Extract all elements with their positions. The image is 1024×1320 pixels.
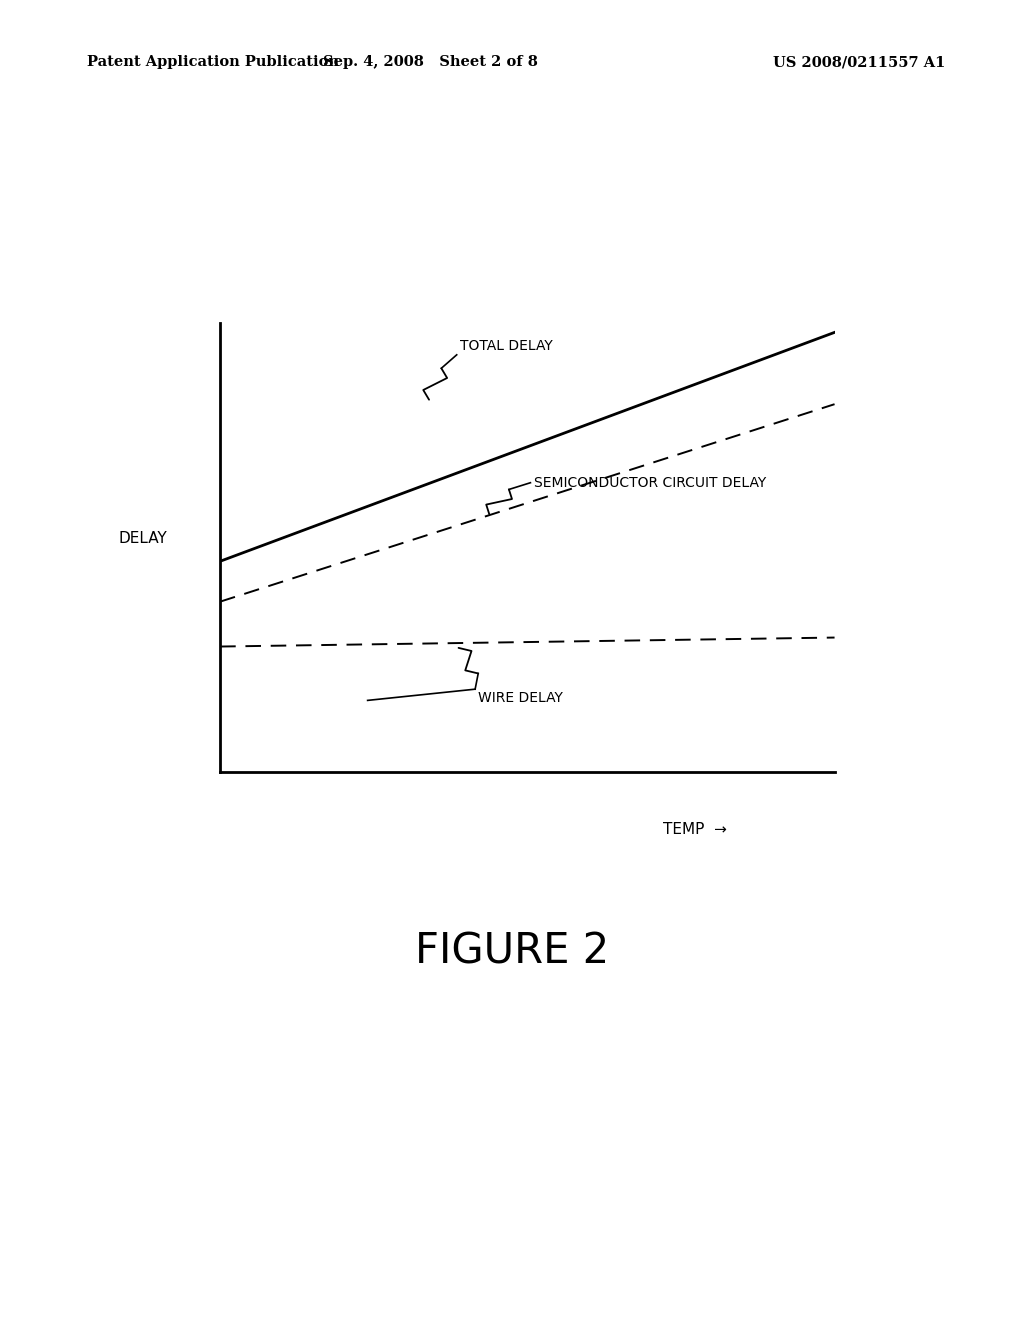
- Text: Patent Application Publication: Patent Application Publication: [87, 55, 339, 70]
- Text: FIGURE 2: FIGURE 2: [415, 931, 609, 973]
- Text: WIRE DELAY: WIRE DELAY: [478, 692, 563, 705]
- Text: SEMICONDUCTOR CIRCUIT DELAY: SEMICONDUCTOR CIRCUIT DELAY: [534, 475, 766, 490]
- Text: Sep. 4, 2008   Sheet 2 of 8: Sep. 4, 2008 Sheet 2 of 8: [323, 55, 538, 70]
- Text: TOTAL DELAY: TOTAL DELAY: [460, 338, 553, 352]
- Text: US 2008/0211557 A1: US 2008/0211557 A1: [773, 55, 945, 70]
- Text: TEMP  →: TEMP →: [663, 822, 726, 837]
- Text: DELAY: DELAY: [119, 532, 168, 546]
